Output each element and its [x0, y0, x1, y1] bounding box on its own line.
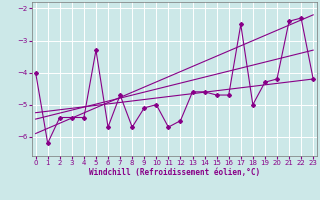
X-axis label: Windchill (Refroidissement éolien,°C): Windchill (Refroidissement éolien,°C): [89, 168, 260, 177]
